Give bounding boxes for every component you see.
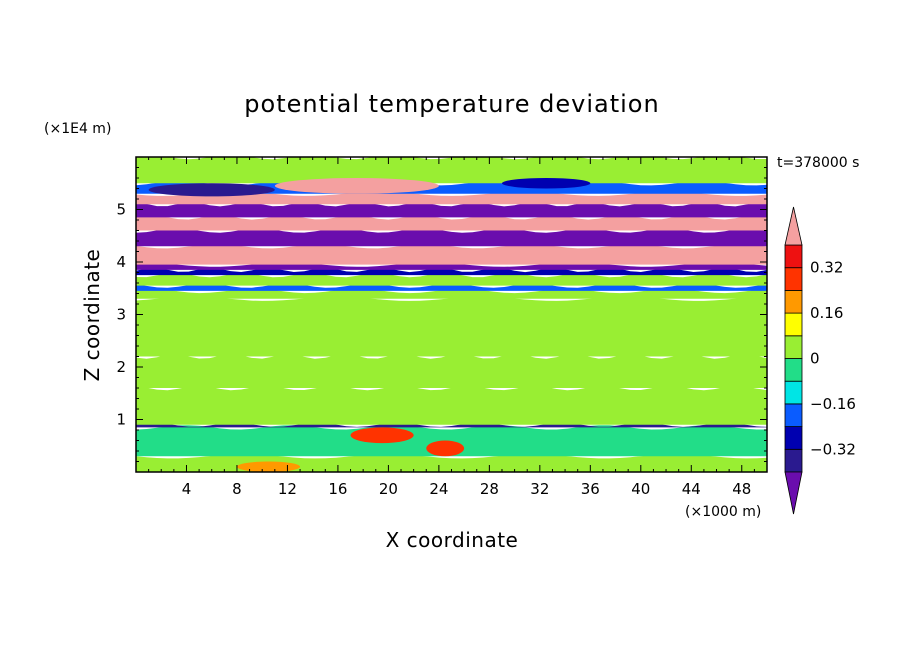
colorbar-swatch (784, 426, 803, 450)
field-feature (426, 440, 465, 457)
x-tick-label: 4 (182, 480, 192, 498)
y-tick-label: 1 (116, 411, 126, 429)
y-axis: 1 2 3 4 5 (116, 167, 767, 462)
colorbar-swatch (784, 267, 803, 291)
heatmap-field (136, 157, 767, 472)
colorbar: 0.32 0.16 0 −0.16 −0.32 (784, 206, 856, 515)
colorbar-label: 0.32 (810, 259, 843, 277)
field-band (136, 288, 767, 299)
x-tick-label: 36 (581, 480, 600, 498)
y-tick-label: 5 (116, 201, 126, 219)
x-tick-label: 20 (379, 480, 398, 498)
colorbar-swatch (784, 335, 803, 359)
field-band (136, 272, 767, 286)
field-feature (350, 427, 414, 444)
chart-title: potential temperature deviation (244, 90, 659, 118)
colorbar-over-arrow (784, 206, 803, 246)
field-band (136, 425, 767, 457)
x-tick-label: 28 (480, 480, 499, 498)
colorbar-swatch (784, 312, 803, 337)
field-band (136, 191, 767, 205)
colorbar-swatch (784, 244, 803, 269)
colorbar-swatch (784, 380, 803, 405)
x-tick-label: 44 (682, 480, 701, 498)
x-tick-label: 48 (732, 480, 751, 498)
field-feature (236, 461, 301, 472)
colorbar-swatch (784, 403, 803, 427)
colorbar-label: −0.16 (810, 395, 856, 413)
time-label: t=378000 s (777, 155, 859, 171)
field-band (136, 157, 767, 184)
x-tick-label: 8 (232, 480, 242, 498)
field-band (136, 385, 767, 425)
y-unit-label: (×1E4 m) (44, 121, 111, 137)
x-tick-label: 32 (530, 480, 549, 498)
field-band (136, 354, 767, 388)
field-band (136, 215, 767, 231)
colorbar-label: 0.16 (810, 304, 843, 322)
x-tick-label: 24 (429, 480, 448, 498)
field-band (136, 228, 767, 247)
y-tick-label: 4 (116, 253, 126, 271)
x-tick-label: 12 (278, 480, 297, 498)
y-tick-label: 3 (116, 306, 126, 324)
field-band (136, 244, 767, 265)
x-axis-label: X coordinate (386, 528, 519, 552)
colorbar-swatch (784, 448, 803, 473)
x-unit-label: (×1000 m) (685, 504, 761, 520)
field-feature (148, 183, 275, 197)
x-axis: 4 8 12 16 20 24 28 32 36 40 44 48 (135, 157, 768, 498)
field-band (136, 296, 767, 357)
colorbar-label: −0.32 (810, 440, 856, 458)
field-feature (501, 178, 591, 189)
colorbar-label: 0 (810, 350, 820, 368)
field-feature (274, 178, 439, 194)
colorbar-under-arrow (784, 471, 803, 515)
y-tick-label: 2 (116, 358, 126, 376)
colorbar-swatch (784, 358, 803, 382)
y-axis-label: Z coordinate (80, 249, 104, 382)
x-tick-label: 40 (631, 480, 650, 498)
field-band (136, 202, 767, 218)
x-tick-label: 16 (328, 480, 347, 498)
field-band (136, 422, 767, 428)
colorbar-swatch (784, 289, 803, 314)
